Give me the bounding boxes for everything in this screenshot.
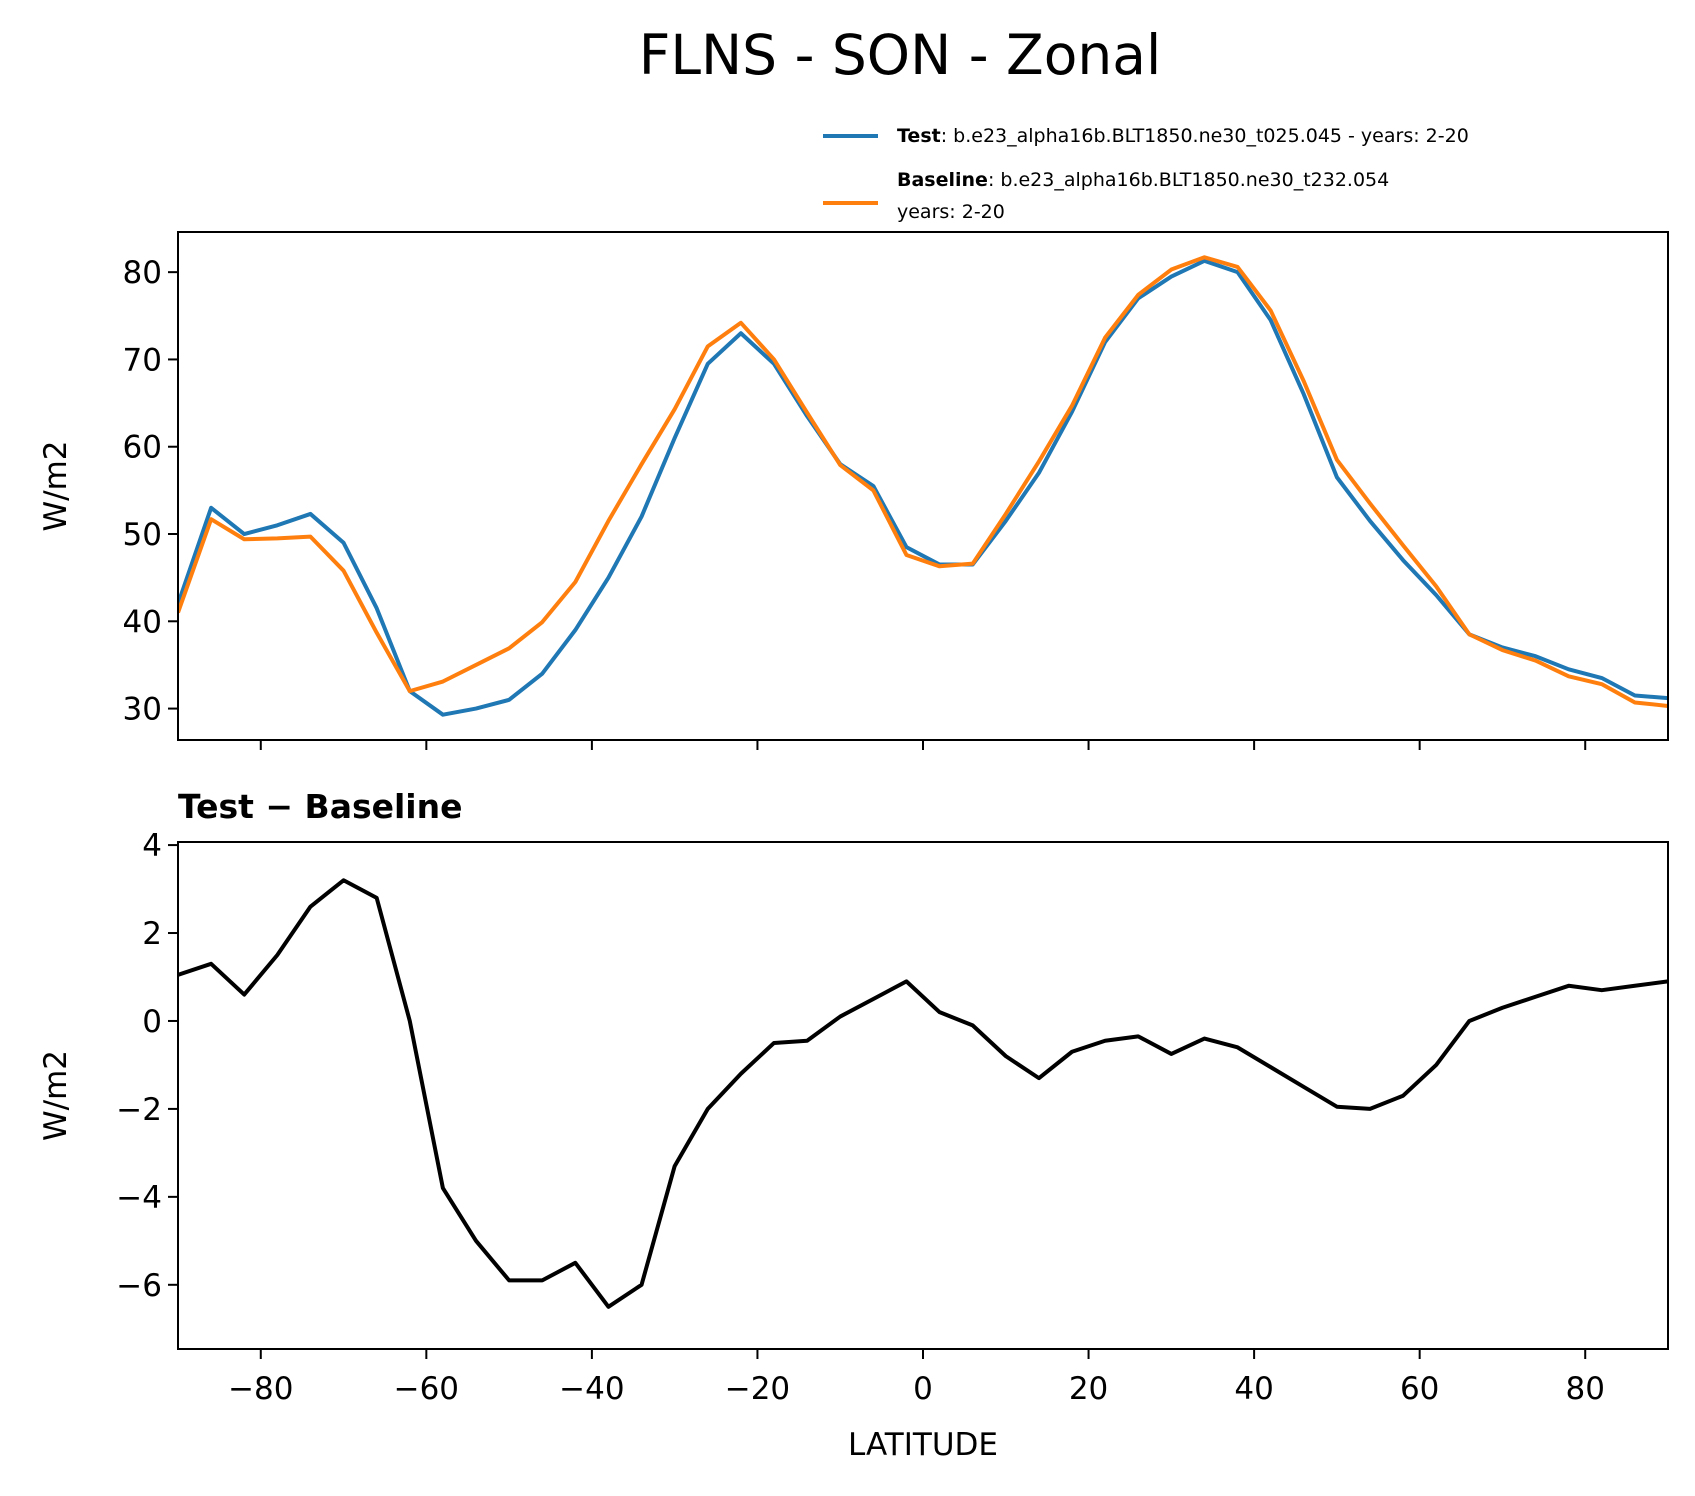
data-line [178, 255, 1668, 708]
y-tick-label: −2 [116, 1092, 162, 1128]
plot-area [178, 878, 1668, 1309]
legend-description: : b.e23_alpha16b.BLT1850.ne30_t232.054 [988, 169, 1389, 191]
x-tick-label: −20 [725, 1371, 790, 1407]
x-tick-label: 0 [913, 1371, 933, 1407]
subplot-title: Test − Baseline [178, 787, 463, 826]
x-axis-label: LATITUDE [848, 1427, 998, 1463]
data-line [178, 258, 1668, 717]
legend-name: Test [897, 125, 941, 147]
plot-area [178, 255, 1668, 717]
axes-frame [177, 841, 1669, 1350]
legend-name: Baseline [897, 169, 988, 191]
x-tick-label: 60 [1400, 1371, 1439, 1407]
legend-entry: Test: b.e23_alpha16b.BLT1850.ne30_t025.0… [897, 125, 1469, 147]
y-tick-label: 30 [123, 692, 162, 728]
y-axis-label: W/m2 [38, 440, 74, 531]
legend-description: years: 2-20 [897, 201, 1005, 223]
y-tick-label: −6 [116, 1268, 162, 1304]
x-tick-label: 20 [1069, 1371, 1108, 1407]
y-tick-label: 70 [123, 342, 162, 378]
y-tick-label: 60 [123, 430, 162, 466]
y-tick-label: 0 [142, 1004, 162, 1040]
x-tick-label: −60 [394, 1371, 459, 1407]
y-tick-label: −4 [116, 1180, 162, 1216]
legend-entry: Baseline: b.e23_alpha16b.BLT1850.ne30_t2… [897, 169, 1389, 223]
x-tick-label: −80 [228, 1371, 293, 1407]
x-tick-label: 80 [1565, 1371, 1604, 1407]
axes-frame [177, 231, 1669, 741]
figure-title: FLNS - SON - Zonal [639, 23, 1161, 87]
x-tick-label: 40 [1234, 1371, 1273, 1407]
y-tick-label: 50 [123, 517, 162, 553]
x-tick-label: −40 [559, 1371, 624, 1407]
legend-description: : b.e23_alpha16b.BLT1850.ne30_t025.045 -… [941, 125, 1469, 147]
y-axis-label: W/m2 [38, 1050, 74, 1141]
y-tick-label: 4 [142, 828, 162, 864]
y-tick-label: 40 [123, 604, 162, 640]
data-line [178, 878, 1668, 1309]
y-tick-label: 2 [142, 916, 162, 952]
y-tick-label: 80 [123, 255, 162, 291]
